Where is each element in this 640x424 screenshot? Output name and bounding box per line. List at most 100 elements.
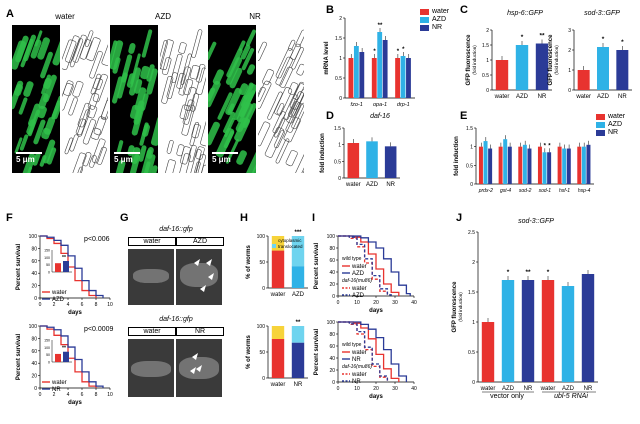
bar <box>522 144 527 184</box>
panel-g-title-bottom: daf-16::gfp <box>159 316 193 323</box>
y-tick-label: 1.5 <box>334 126 341 132</box>
survival-curve <box>40 325 97 388</box>
y-tick-label: 0.5 <box>468 350 475 356</box>
significance-mark: * <box>621 39 624 46</box>
mitochondrion-outline <box>179 153 191 173</box>
y-tick-label: 0 <box>470 182 473 188</box>
bar <box>478 146 483 184</box>
survival-curve <box>338 321 389 382</box>
y-axis-label: mRNA level <box>324 41 330 74</box>
bar <box>581 274 595 382</box>
survival-curve <box>338 235 389 296</box>
bar <box>535 43 549 90</box>
survival-curve <box>338 321 389 382</box>
legend-text: water <box>351 286 367 292</box>
micrograph-nr <box>208 25 256 173</box>
mitochondrion-outline <box>285 102 304 133</box>
stack-segment <box>291 326 305 343</box>
y-axis-label: Percent survival <box>16 243 22 290</box>
y-tick-label: 0 <box>332 294 335 300</box>
micrograph-azd <box>110 25 158 173</box>
bar <box>541 280 555 382</box>
mitochondrion-outline <box>288 91 304 118</box>
x-tick-label: 6 <box>81 302 84 308</box>
category-label: sod-2 <box>519 188 532 194</box>
mitochondrion <box>245 29 256 48</box>
bar <box>586 144 591 184</box>
mitochondrion-outline <box>191 123 201 139</box>
outline-water <box>62 25 108 173</box>
inset-tick-label: 50 <box>46 353 50 357</box>
mitochondrion-outline <box>190 149 202 173</box>
mitochondrion-outline <box>258 41 267 61</box>
bar <box>542 152 547 184</box>
mitochondrion-outline <box>179 104 191 120</box>
legend-heading: daf-16(mu86) <box>342 364 372 370</box>
stack-segment <box>271 250 285 288</box>
significance-mark: * <box>521 34 524 41</box>
significance-mark: * <box>548 143 551 149</box>
x-tick-label: 8 <box>95 302 98 308</box>
mitochondrion-outline <box>285 150 298 167</box>
y-axis-label: Percent survival <box>16 333 22 380</box>
panel-g-title-top: daf-16::gfp <box>159 226 193 233</box>
y-tick-label: 80 <box>31 336 37 342</box>
category-label: fzo-1 <box>351 102 363 108</box>
y-tick-label: 80 <box>31 246 37 252</box>
y-tick-label: 1.5 <box>468 290 475 296</box>
y-tick-label: 0.5 <box>334 159 341 165</box>
category-label: AZD <box>597 94 610 100</box>
y-tick-label: 0 <box>34 386 37 392</box>
legend-text: NR <box>352 379 361 385</box>
mitochondrion-outline <box>191 161 201 173</box>
mitochondrion <box>18 97 29 116</box>
y-tick-label: 100 <box>327 234 336 240</box>
g-tag-azd: AZD <box>176 237 224 246</box>
legend-text: NR <box>352 357 361 363</box>
mitochondrion-outline <box>71 152 87 173</box>
y-axis-label: % of worms <box>246 335 252 369</box>
panel-a-title-water: water <box>55 12 75 21</box>
significance-mark: * <box>547 269 550 276</box>
panel-label-b: B <box>326 4 334 16</box>
legend-text: water <box>351 264 367 270</box>
mitochondrion-outline <box>195 146 205 160</box>
legend-text: water <box>351 372 367 378</box>
y-tick-label: 60 <box>329 258 335 264</box>
x-tick-label: 10 <box>354 300 360 306</box>
bar <box>382 40 388 98</box>
inset-bar <box>63 261 69 272</box>
gfp-image-nr <box>176 339 222 397</box>
mitochondrion-outline <box>86 37 101 62</box>
y-tick-label: 20 <box>329 282 335 288</box>
mitochondrion-outline <box>71 166 84 173</box>
y-tick-label: 100 <box>257 234 266 240</box>
inset-bar <box>63 351 69 362</box>
bar <box>527 148 532 184</box>
y-tick-label: 20 <box>329 368 335 374</box>
bar <box>577 146 582 184</box>
x-tick-label: 30 <box>392 386 398 392</box>
stack-segment <box>271 326 285 339</box>
category-label: prdx-2 <box>478 188 493 194</box>
inset-tick-label: 50 <box>46 263 50 267</box>
bar <box>359 52 365 98</box>
y-tick-label: 3 <box>568 28 571 34</box>
mitochondrion <box>50 94 60 120</box>
bar <box>521 280 535 382</box>
mitochondrion-outline <box>184 86 197 111</box>
significance-mark: ** <box>539 33 545 40</box>
stack-segment <box>291 342 305 378</box>
y-tick-label: 0.5 <box>335 76 342 82</box>
y-tick-label: 2.5 <box>468 230 475 236</box>
mitochondrion-outline <box>86 105 98 119</box>
x-tick-label: 10 <box>354 386 360 392</box>
g-tag-water-top: water <box>128 237 176 246</box>
significance-mark: * <box>402 47 405 53</box>
x-tick-label: 0 <box>337 300 340 306</box>
bar <box>503 139 508 184</box>
mitochondrion-outline <box>92 73 108 103</box>
y-tick-label: 0 <box>262 286 265 292</box>
category-label: NR <box>538 94 547 100</box>
category-label: NR <box>294 382 303 388</box>
